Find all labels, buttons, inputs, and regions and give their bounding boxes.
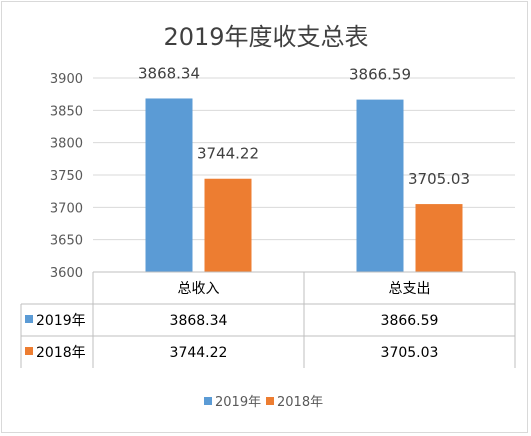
table-value: 3866.59 (381, 313, 439, 329)
y-tick-label: 3750 (50, 169, 83, 184)
category-label: 总收入 (178, 281, 220, 297)
y-tick-label: 3900 (50, 72, 83, 87)
table-series-key (25, 347, 33, 355)
data-label: 3868.34 (138, 64, 200, 82)
bar (415, 204, 463, 272)
table-series-name: 2018年 (36, 345, 86, 361)
y-tick-label: 3600 (50, 266, 83, 281)
table-series-key (25, 315, 33, 323)
legend-label: 2018年 (277, 395, 323, 410)
y-tick-label: 3650 (50, 234, 83, 249)
bar (356, 99, 404, 272)
chart-title: 2019年度收支总表 (163, 23, 368, 51)
y-tick-label: 3800 (50, 137, 83, 152)
y-tick-label: 3850 (50, 104, 83, 119)
data-label: 3705.03 (408, 170, 470, 188)
table-value: 3705.03 (381, 345, 439, 361)
legend-swatch (266, 397, 274, 405)
data-label: 3866.59 (349, 66, 411, 84)
bar (145, 98, 193, 272)
y-tick-label: 3700 (50, 201, 83, 216)
data-label: 3744.22 (197, 145, 259, 163)
table-value: 3868.34 (170, 313, 228, 329)
category-label: 总支出 (389, 281, 431, 297)
table-value: 3744.22 (170, 345, 228, 361)
legend-swatch (204, 397, 212, 405)
bar (204, 178, 252, 272)
legend-label: 2019年 (215, 395, 261, 410)
table-series-name: 2019年 (36, 313, 86, 329)
